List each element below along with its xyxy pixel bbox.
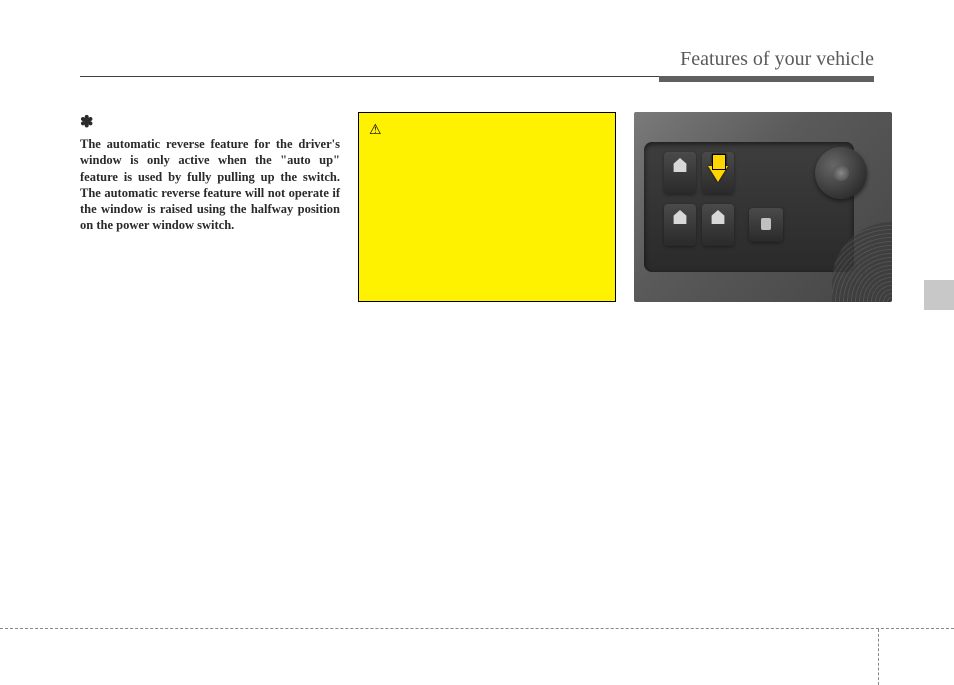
image-column <box>634 112 892 302</box>
notice-column: ✽ The automatic reverse feature for the … <box>80 112 340 302</box>
car-window-icon <box>710 210 726 224</box>
window-switch-rear-right <box>702 204 734 246</box>
crop-mark-vertical <box>878 629 879 685</box>
door-panel-illustration <box>634 112 892 302</box>
window-switch-front-left <box>664 152 696 194</box>
crop-mark-horizontal <box>0 628 954 629</box>
notice-body-text: The automatic reverse feature for the dr… <box>80 136 340 234</box>
page-header-title: Features of your vehicle <box>680 48 874 71</box>
car-window-icon <box>672 158 688 172</box>
side-tab-marker <box>924 280 954 310</box>
window-switch-rear-left <box>664 204 696 246</box>
header-tab-marker <box>659 76 874 82</box>
caution-column: ⚠ <box>358 112 616 302</box>
content-row: ✽ The automatic reverse feature for the … <box>80 112 874 302</box>
car-window-icon <box>672 210 688 224</box>
warning-icon: ⚠ <box>369 123 382 138</box>
window-lock-button <box>749 208 783 242</box>
notice-star-icon: ✽ <box>80 112 340 132</box>
mirror-adjust-knob <box>815 147 867 199</box>
caution-box: ⚠ <box>358 112 616 302</box>
pointer-arrow-icon <box>708 166 728 182</box>
page-container: Features of your vehicle ✽ The automatic… <box>0 0 954 685</box>
